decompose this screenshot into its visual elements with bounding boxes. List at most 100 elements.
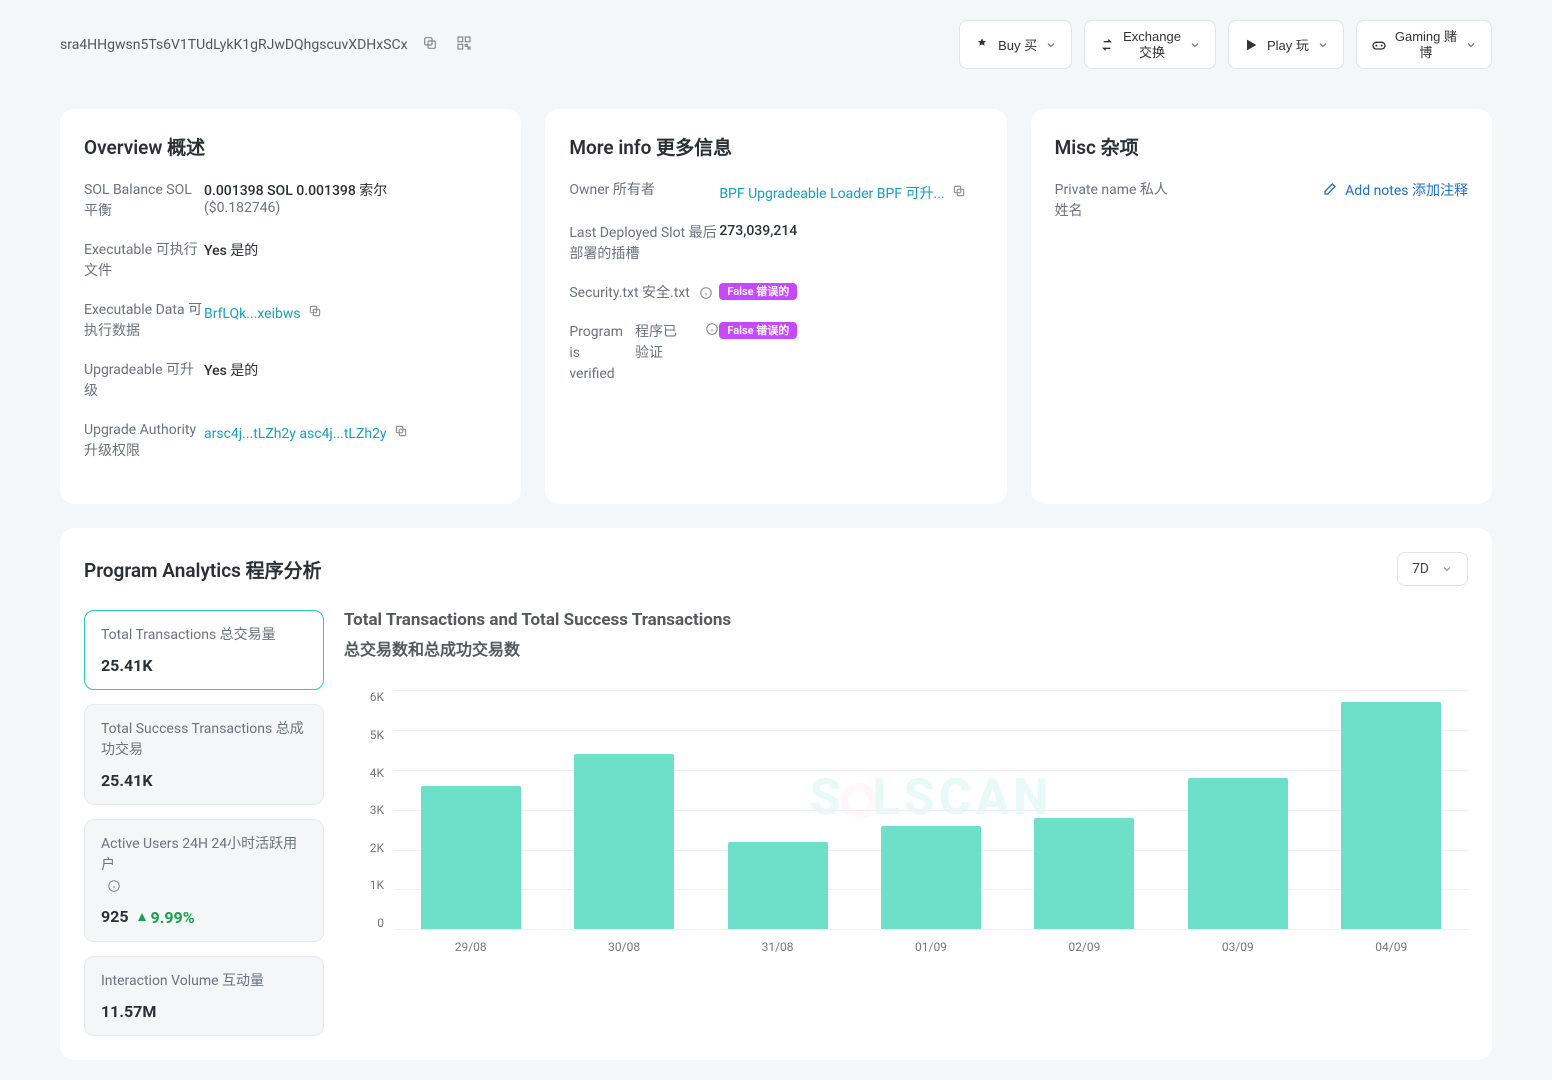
metric-value: 9259.99% bbox=[101, 907, 307, 927]
private-name-label: Private name 私人姓名 bbox=[1055, 180, 1175, 222]
y-tick: 0 bbox=[344, 916, 384, 930]
metrics-column: Total Transactions 总交易量25.41KTotal Succe… bbox=[84, 610, 324, 1036]
gaming-label-top: Gaming 赌 bbox=[1395, 29, 1457, 45]
x-tick: 31/08 bbox=[762, 940, 794, 954]
misc-title: Misc 杂项 bbox=[1055, 133, 1468, 160]
chart-column: Total Transactions and Total Success Tra… bbox=[344, 610, 1468, 1036]
metric-card[interactable]: Total Success Transactions 总成功交易25.41K bbox=[84, 704, 324, 805]
copy-icon[interactable] bbox=[418, 31, 442, 58]
more-info-card: More info 更多信息 Owner 所有者 BPF Upgradeable… bbox=[545, 109, 1006, 504]
x-tick: 02/09 bbox=[1068, 940, 1100, 954]
chart-bars bbox=[394, 690, 1468, 929]
analytics-title: Program Analytics 程序分析 bbox=[84, 556, 322, 583]
cards-row: Overview 概述 SOL Balance SOL 平衡 0.001398 … bbox=[60, 109, 1492, 504]
metric-card[interactable]: Total Transactions 总交易量 25.41K bbox=[84, 610, 324, 690]
metric-card[interactable]: Active Users 24H 24小时活跃用户 9259.99% bbox=[84, 819, 324, 942]
chart-y-axis: 6K 5K 4K 3K 2K 1K 0 bbox=[344, 690, 384, 930]
play-label: Play 玩 bbox=[1267, 35, 1309, 54]
exec-data-label: Executable Data 可执行数据 bbox=[84, 300, 204, 342]
sol-balance-label: SOL Balance SOL 平衡 bbox=[84, 180, 204, 222]
metric-value: 25.41K bbox=[101, 656, 307, 675]
top-bar: sra4HHgwsn5Ts6V1TUdLykK1gRJwDQhgscuvXDHx… bbox=[60, 20, 1492, 69]
info-icon bbox=[699, 286, 713, 300]
chart-title-en: Total Transactions and Total Success Tra… bbox=[344, 610, 1468, 630]
edit-icon bbox=[1321, 182, 1337, 198]
overview-title: Overview 概述 bbox=[84, 133, 497, 160]
x-tick: 01/09 bbox=[915, 940, 947, 954]
chart-bar[interactable] bbox=[421, 786, 521, 929]
metric-change: 9.99% bbox=[137, 908, 195, 927]
qr-icon[interactable] bbox=[452, 31, 476, 58]
chart-bar[interactable] bbox=[1034, 818, 1134, 930]
metric-value: 25.41K bbox=[101, 771, 307, 790]
security-badge: False 错误的 bbox=[719, 283, 797, 300]
upgradeable-label: Upgradeable 可升级 bbox=[84, 360, 204, 402]
metric-label: Total Transactions 总交易量 bbox=[101, 625, 307, 646]
y-tick: 5K bbox=[344, 728, 384, 742]
chevron-down-icon bbox=[1465, 39, 1477, 51]
y-tick: 6K bbox=[344, 690, 384, 704]
chart-area: 6K 5K 4K 3K 2K 1K 0 SLSCAN bbox=[344, 690, 1468, 930]
last-slot-value: 273,039,214 bbox=[719, 223, 982, 239]
sol-balance-value: 0.001398 SOL 0.001398 索尔 bbox=[204, 180, 387, 200]
metric-label: Interaction Volume 互动量 bbox=[101, 971, 307, 992]
owner-value[interactable]: BPF Upgradeable Loader BPF 可升... bbox=[719, 186, 944, 202]
range-select[interactable]: 7D bbox=[1397, 552, 1468, 586]
more-info-title: More info 更多信息 bbox=[569, 133, 982, 160]
exec-data-value[interactable]: BrfLQk...xeibws bbox=[204, 306, 301, 322]
x-tick: 29/08 bbox=[455, 940, 487, 954]
chart-grid: SLSCAN bbox=[394, 690, 1468, 930]
exchange-label-bottom: 交换 bbox=[1139, 45, 1165, 61]
chart-title-zh: 总交易数和总成功交易数 bbox=[344, 636, 1468, 660]
chart-bar[interactable] bbox=[574, 754, 674, 929]
copy-icon[interactable] bbox=[390, 420, 412, 445]
chart-bar[interactable] bbox=[1341, 702, 1441, 929]
y-tick: 1K bbox=[344, 878, 384, 892]
upgrade-auth-value[interactable]: arsc4j...tLZh2y asc4j...tLZh2y bbox=[204, 426, 387, 442]
verified-badge: False 错误的 bbox=[719, 322, 797, 339]
buy-button[interactable]: Buy 买 bbox=[959, 20, 1072, 69]
program-address: sra4HHgwsn5Ts6V1TUdLykK1gRJwDQhgscuvXDHx… bbox=[60, 37, 408, 53]
analytics-card: Program Analytics 程序分析 7D Total Transact… bbox=[60, 528, 1492, 1060]
play-button[interactable]: Play 玩 bbox=[1228, 20, 1344, 69]
add-notes-label: Add notes 添加注释 bbox=[1345, 180, 1468, 200]
gaming-button[interactable]: Gaming 赌 博 bbox=[1356, 20, 1492, 69]
x-tick: 03/09 bbox=[1222, 940, 1254, 954]
misc-card: Misc 杂项 Private name 私人姓名 Add notes 添加注释 bbox=[1031, 109, 1492, 504]
chevron-down-icon bbox=[1441, 563, 1453, 575]
y-tick: 4K bbox=[344, 766, 384, 780]
chart-bar[interactable] bbox=[881, 826, 981, 930]
x-tick: 30/08 bbox=[608, 940, 640, 954]
chart-x-axis: 29/08 30/08 31/08 01/09 02/09 03/09 04/09 bbox=[394, 940, 1468, 954]
x-tick: 04/09 bbox=[1375, 940, 1407, 954]
owner-label: Owner 所有者 bbox=[569, 180, 719, 201]
range-value: 7D bbox=[1412, 561, 1429, 577]
security-label: Security.txt 安全.txt bbox=[569, 283, 719, 304]
overview-card: Overview 概述 SOL Balance SOL 平衡 0.001398 … bbox=[60, 109, 521, 504]
info-icon bbox=[107, 879, 121, 893]
upgrade-auth-label: Upgrade Authority 升级权限 bbox=[84, 420, 204, 462]
exchange-label-top: Exchange bbox=[1123, 29, 1181, 45]
y-tick: 3K bbox=[344, 803, 384, 817]
info-icon bbox=[705, 322, 719, 336]
chart-bar[interactable] bbox=[728, 842, 828, 930]
last-slot-label: Last Deployed Slot 最后部署的插槽 bbox=[569, 223, 719, 265]
copy-icon[interactable] bbox=[948, 180, 970, 205]
chevron-down-icon bbox=[1317, 39, 1329, 51]
y-tick: 2K bbox=[344, 841, 384, 855]
upgradeable-value: Yes 是的 bbox=[204, 360, 497, 380]
exchange-button[interactable]: Exchange 交换 bbox=[1084, 20, 1216, 69]
chart-bar[interactable] bbox=[1188, 778, 1288, 929]
address-row: sra4HHgwsn5Ts6V1TUdLykK1gRJwDQhgscuvXDHx… bbox=[60, 31, 476, 58]
metric-label: Active Users 24H 24小时活跃用户 bbox=[101, 834, 307, 897]
chevron-down-icon bbox=[1189, 39, 1201, 51]
copy-icon[interactable] bbox=[304, 300, 326, 325]
metric-card[interactable]: Interaction Volume 互动量11.57M bbox=[84, 956, 324, 1036]
sol-balance-usd: ($0.182746) bbox=[204, 200, 387, 216]
gaming-label-bottom: 博 bbox=[1419, 45, 1432, 61]
program-verified-label: Program is verified 程序已验证 bbox=[569, 322, 719, 385]
add-notes-button[interactable]: Add notes 添加注释 bbox=[1321, 180, 1468, 200]
executable-value: Yes 是的 bbox=[204, 240, 497, 260]
chevron-down-icon bbox=[1045, 39, 1057, 51]
top-actions: Buy 买 Exchange 交换 Play 玩 Gaming 赌 博 bbox=[959, 20, 1492, 69]
